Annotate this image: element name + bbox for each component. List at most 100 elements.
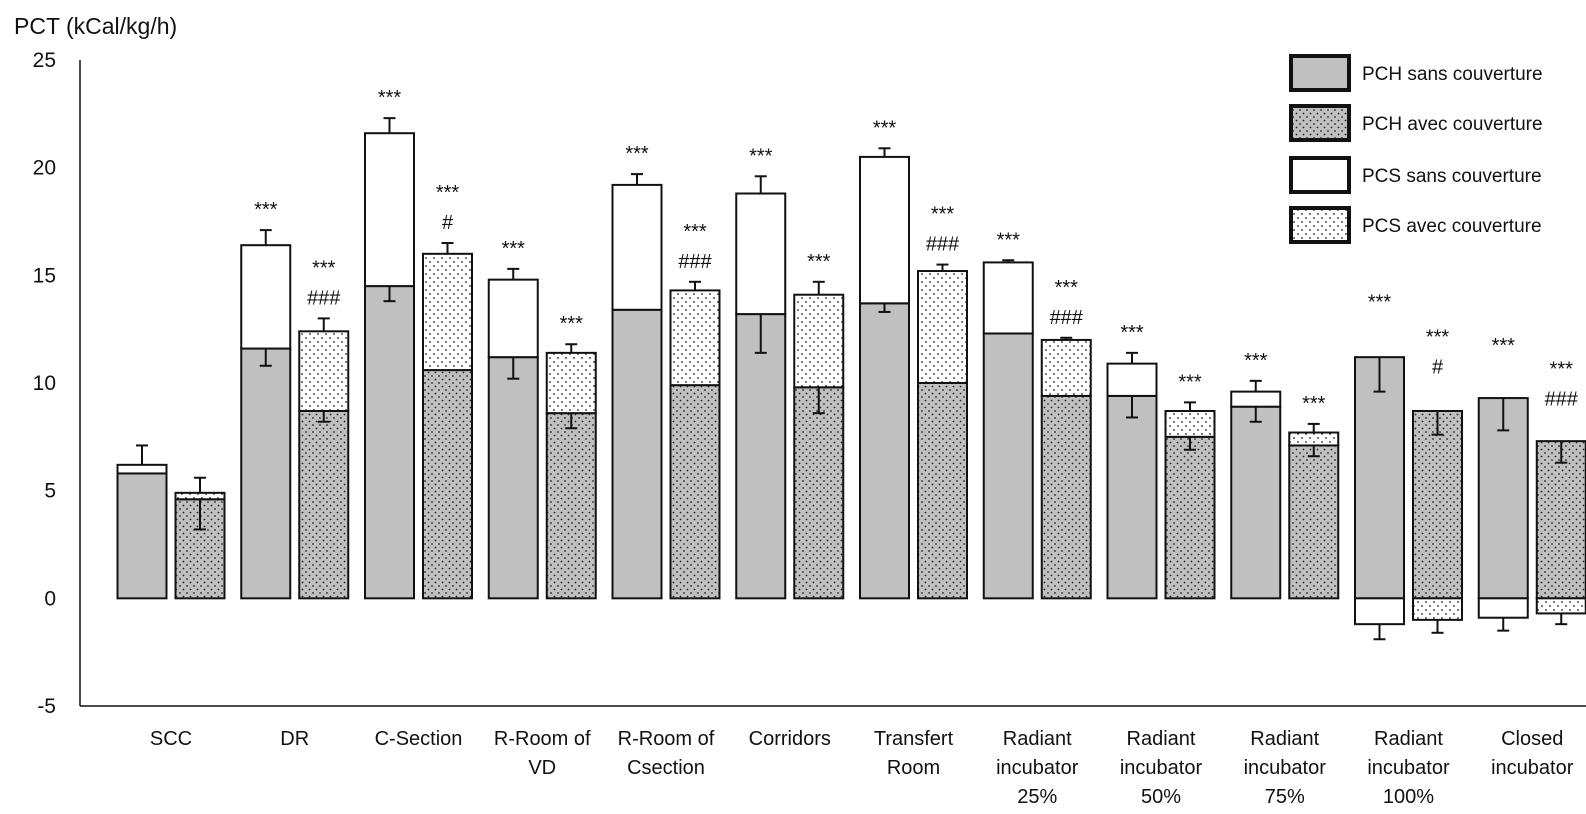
significance-hash: # xyxy=(442,212,454,234)
bar-pch-sans xyxy=(116,472,168,600)
category-label: Transfert xyxy=(874,728,954,750)
bars: *** *** ### *** *** # *** *** *** *** ### *** *** ***… xyxy=(116,87,1586,641)
significance-hash: ### xyxy=(307,287,341,309)
bar-pcs-sans xyxy=(735,192,787,316)
bar-pch-sans xyxy=(735,313,787,600)
category-label: Radiant xyxy=(1127,728,1196,750)
category-label: 25% xyxy=(1017,786,1057,808)
significance-stars: *** xyxy=(378,87,402,109)
category-label: 100% xyxy=(1383,786,1434,808)
category-labels: SCC DR C-Section R-Room of VD R-Room of Csecti… xyxy=(150,728,1574,808)
bar-pcs-sans xyxy=(364,132,415,288)
y-axis-label: PCT (kCal/kg/h) xyxy=(14,13,177,39)
bar-pcs-avec xyxy=(1164,409,1216,438)
bar-pcs-sans xyxy=(1354,597,1405,626)
bar-pch-sans xyxy=(1354,356,1405,600)
significance-stars: *** xyxy=(560,313,584,335)
bar-pcs-sans xyxy=(1230,390,1282,408)
bar-pcs-avec xyxy=(1288,431,1340,447)
bar-pcs-sans xyxy=(859,155,910,305)
significance-stars: *** xyxy=(1055,277,1079,299)
bar-pcs-sans xyxy=(487,278,539,359)
significance-stars: *** xyxy=(502,238,526,260)
bar-pcs-avec xyxy=(1535,597,1586,615)
category-label: Room xyxy=(887,757,940,779)
significance-hash: ### xyxy=(1050,307,1084,329)
category-label: Radiant xyxy=(1003,728,1072,750)
category-label: Radiant xyxy=(1374,728,1443,750)
significance-stars: *** xyxy=(1550,359,1574,381)
significance-stars: *** xyxy=(873,117,897,139)
y-tick-label: 25 xyxy=(33,49,56,72)
y-tick-label: 0 xyxy=(44,587,56,610)
bar-pch-avec xyxy=(917,382,968,600)
legend-swatch-pcs_avec xyxy=(1289,206,1351,244)
bar-pch-sans xyxy=(364,285,415,600)
category-label: DR xyxy=(280,728,309,750)
bar-pch-sans xyxy=(240,347,292,600)
bar-pch-sans xyxy=(859,302,910,600)
bar-pcs-sans xyxy=(1106,362,1158,397)
significance-hash: ### xyxy=(678,251,712,273)
significance-stars: *** xyxy=(1426,326,1450,348)
category-label: C-Section xyxy=(375,728,463,750)
category-label: R-Room of xyxy=(618,728,715,750)
significance-hash: ### xyxy=(1545,389,1579,411)
significance-hash: # xyxy=(1432,356,1444,378)
legend-swatch-pch_sans xyxy=(1289,54,1351,92)
bar-pcs-avec xyxy=(298,330,350,412)
bar-pch-sans xyxy=(611,308,663,600)
category-label: SCC xyxy=(150,728,192,750)
significance-stars: *** xyxy=(1178,371,1202,393)
bar-pcs-avec xyxy=(1040,338,1092,397)
bar-pcs-avec xyxy=(669,289,721,387)
bar-pch-avec xyxy=(1040,394,1092,600)
significance-hash: ### xyxy=(926,234,960,256)
category-label: incubator xyxy=(1491,757,1574,779)
category-label: Radiant xyxy=(1250,728,1319,750)
bar-pcs-avec xyxy=(1412,597,1463,621)
bar-pcs-sans xyxy=(1477,597,1529,619)
significance-stars: *** xyxy=(625,143,649,165)
significance-stars: *** xyxy=(749,145,773,167)
legend-label-pch_sans: PCH sans couverture xyxy=(1362,64,1543,85)
significance-stars: *** xyxy=(997,229,1021,251)
bar-pcs-avec xyxy=(917,270,968,385)
category-label: incubator xyxy=(1120,757,1203,779)
bar-pcs-avec xyxy=(422,252,473,372)
significance-stars: *** xyxy=(436,182,460,204)
significance-stars: *** xyxy=(1368,292,1392,314)
legend-label-pcs_sans: PCS sans couverture xyxy=(1362,166,1542,187)
bar-pch-avec xyxy=(1535,440,1586,600)
significance-stars: *** xyxy=(1302,393,1326,415)
bar-pch-avec xyxy=(1164,435,1216,600)
legend-swatch-pcs_sans xyxy=(1289,156,1351,194)
category-label: Closed xyxy=(1501,728,1563,750)
y-tick-label: 20 xyxy=(33,157,56,180)
legend-label-pch_avec: PCH avec couverture xyxy=(1362,114,1543,135)
significance-stars: *** xyxy=(683,221,707,243)
legend-label-pcs_avec: PCS avec couverture xyxy=(1362,216,1542,237)
bar-pch-sans xyxy=(982,332,1034,600)
bar-pch-sans xyxy=(1477,397,1529,600)
significance-stars: *** xyxy=(1120,322,1144,344)
bar-pch-avec xyxy=(545,412,597,600)
bar-pch-sans xyxy=(1106,394,1158,600)
category-label: R-Room of xyxy=(494,728,591,750)
bar-pcs-sans xyxy=(611,183,663,311)
category-label: Corridors xyxy=(749,728,831,750)
legend-swatch-pch_avec xyxy=(1289,104,1351,142)
category-label: 75% xyxy=(1265,786,1305,808)
category-label: 50% xyxy=(1141,786,1181,808)
bar-pcs-avec xyxy=(545,351,597,415)
significance-stars: *** xyxy=(254,199,278,221)
significance-stars: *** xyxy=(1492,335,1516,357)
bar-pch-avec xyxy=(793,386,845,600)
bar-pch-sans xyxy=(1230,405,1282,600)
category-label: incubator xyxy=(1367,757,1450,779)
bar-pcs-sans xyxy=(240,244,292,350)
bar-pcs-sans xyxy=(982,261,1034,335)
bar-pch-avec xyxy=(669,384,721,600)
significance-stars: *** xyxy=(807,251,831,273)
category-label: incubator xyxy=(996,757,1079,779)
